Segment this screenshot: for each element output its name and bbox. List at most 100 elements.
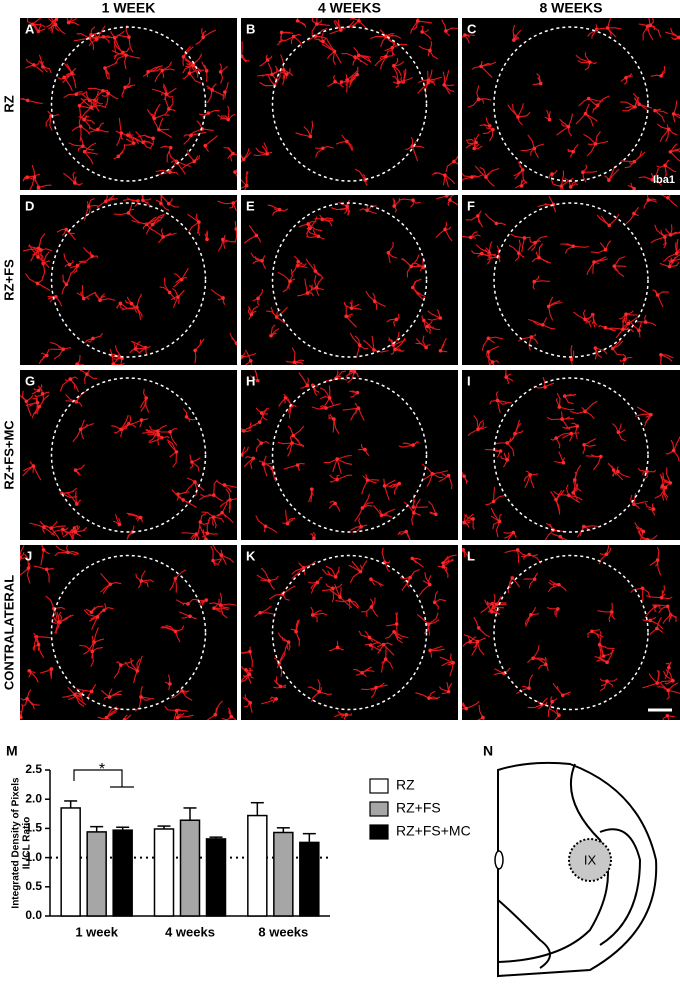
microglia bbox=[329, 19, 355, 35]
microglia bbox=[76, 284, 97, 300]
microglia bbox=[652, 604, 672, 622]
microglia bbox=[45, 595, 66, 622]
microglia-soma bbox=[27, 668, 32, 673]
microglia-soma bbox=[476, 97, 481, 102]
microglia-soma bbox=[41, 261, 46, 266]
microglia-soma bbox=[367, 635, 372, 640]
microglia-soma bbox=[174, 159, 179, 164]
region-outline bbox=[50, 26, 207, 182]
microglia bbox=[109, 345, 123, 365]
microglia bbox=[113, 202, 141, 224]
microglia bbox=[384, 41, 408, 56]
micrograph bbox=[241, 370, 458, 540]
microglia bbox=[665, 436, 680, 462]
microglia bbox=[578, 97, 604, 107]
microglia-soma bbox=[291, 433, 295, 438]
microglia-soma bbox=[663, 163, 667, 168]
microglia bbox=[134, 131, 155, 150]
microglia-soma bbox=[677, 35, 680, 40]
microglia-soma bbox=[117, 522, 122, 527]
microglia-soma bbox=[168, 430, 172, 434]
microglia bbox=[169, 569, 187, 593]
microglia bbox=[241, 171, 249, 190]
microglia-soma bbox=[112, 36, 117, 40]
microglia bbox=[462, 700, 480, 710]
microglia-soma bbox=[569, 357, 574, 361]
microglia bbox=[297, 278, 318, 297]
microglia-soma bbox=[533, 240, 537, 245]
microglia bbox=[87, 87, 110, 104]
microglia bbox=[283, 393, 297, 419]
microglia-soma bbox=[335, 477, 339, 482]
microglia-soma bbox=[152, 116, 157, 121]
microglia bbox=[38, 54, 52, 74]
microglia-soma bbox=[174, 450, 179, 454]
microglia bbox=[182, 45, 195, 67]
microglia-soma bbox=[231, 201, 236, 205]
microglia-soma bbox=[41, 64, 45, 69]
microglia bbox=[38, 348, 50, 365]
microglia bbox=[244, 349, 253, 365]
microglia-soma bbox=[211, 558, 215, 563]
microglia-soma bbox=[583, 317, 587, 322]
microglia-soma bbox=[44, 567, 49, 572]
microglia bbox=[100, 572, 122, 595]
microglia-soma bbox=[288, 279, 292, 284]
microglia-soma bbox=[415, 19, 420, 23]
microglia bbox=[635, 406, 652, 427]
microglia-soma bbox=[190, 460, 194, 464]
microglia-soma bbox=[168, 145, 173, 150]
microglia-soma bbox=[249, 312, 254, 317]
microglia bbox=[597, 602, 616, 623]
microglia-soma bbox=[538, 81, 543, 86]
microglia bbox=[285, 347, 305, 365]
microglia bbox=[97, 706, 120, 720]
microglia-soma bbox=[479, 64, 483, 69]
microglia-soma bbox=[32, 63, 36, 67]
microglia-soma bbox=[411, 443, 415, 447]
microglia-soma bbox=[129, 301, 134, 306]
microglia-soma bbox=[338, 595, 342, 599]
microglia-soma bbox=[410, 144, 415, 148]
microglia-soma bbox=[607, 178, 611, 182]
microglia-soma bbox=[41, 548, 46, 552]
microglia bbox=[61, 487, 78, 498]
microglia-soma bbox=[37, 404, 42, 409]
microglia-soma bbox=[668, 233, 673, 237]
microglia-soma bbox=[441, 561, 445, 565]
microglia-soma bbox=[26, 566, 31, 570]
microglia-soma bbox=[655, 293, 660, 297]
microglia-soma bbox=[124, 53, 128, 57]
microglia bbox=[386, 612, 399, 640]
microglia-soma bbox=[344, 314, 348, 319]
microglia bbox=[129, 340, 151, 355]
microglia bbox=[243, 455, 254, 470]
significance-bracket bbox=[73, 769, 134, 788]
microglia-soma bbox=[365, 478, 370, 482]
microglia-soma bbox=[554, 497, 558, 502]
microglia-soma bbox=[472, 146, 476, 151]
microglia-soma bbox=[247, 672, 252, 677]
microglia bbox=[438, 681, 453, 695]
microglia bbox=[56, 228, 76, 241]
microglia-soma bbox=[345, 204, 349, 208]
microglia bbox=[277, 632, 291, 653]
microglia bbox=[142, 65, 163, 78]
microglia bbox=[364, 642, 382, 652]
bar bbox=[86, 831, 107, 917]
microglia-soma bbox=[89, 689, 94, 694]
microglia bbox=[471, 60, 497, 78]
microglia-soma bbox=[90, 649, 95, 654]
microglia-soma bbox=[320, 217, 325, 222]
microglia bbox=[266, 306, 288, 324]
microglia-soma bbox=[649, 412, 653, 417]
microglia bbox=[521, 553, 542, 564]
microglia-soma bbox=[369, 605, 374, 609]
microglia bbox=[488, 596, 507, 611]
microglia-soma bbox=[546, 304, 551, 309]
microglia-soma bbox=[476, 427, 480, 431]
microglia-soma bbox=[358, 569, 363, 574]
microglia bbox=[372, 505, 396, 518]
microglia-soma bbox=[277, 207, 282, 212]
microglia-soma bbox=[494, 221, 499, 226]
